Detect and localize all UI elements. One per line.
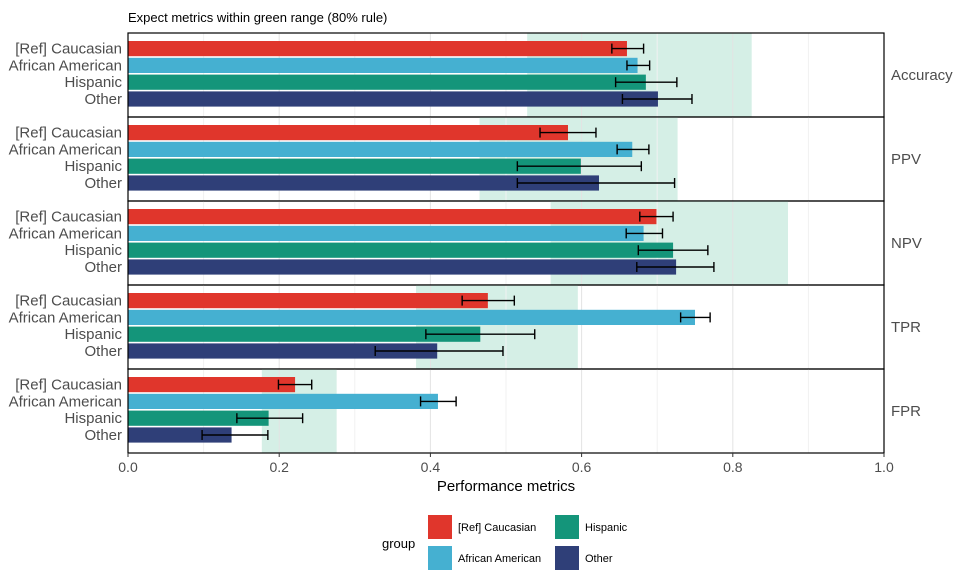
legend-swatch-african-american xyxy=(428,546,452,570)
category-label: African American xyxy=(9,309,122,326)
panel-label: PPV xyxy=(891,151,921,168)
error-bar-hispanic xyxy=(637,245,709,256)
bar-hispanic xyxy=(128,410,269,426)
bar-hispanic xyxy=(128,74,646,90)
x-tick-label: 0.6 xyxy=(572,459,592,475)
bar-hispanic xyxy=(128,158,581,174)
panel-border xyxy=(127,368,885,454)
bar-african-american xyxy=(128,393,438,409)
error-bar-hispanic xyxy=(516,161,643,172)
x-tick-label: 0.4 xyxy=(421,459,441,475)
category-label: [Ref] Caucasian xyxy=(15,41,122,58)
bar-african-american xyxy=(128,309,695,325)
bar-hispanic xyxy=(128,326,481,342)
error-bar-hispanic xyxy=(614,77,678,88)
category-label: Other xyxy=(84,427,122,444)
category-label: African American xyxy=(9,393,122,410)
category-label: African American xyxy=(9,141,122,158)
error-bar-african-american xyxy=(626,60,651,71)
error-bar-african-american xyxy=(616,144,650,155)
error-bar-ref-caucasian xyxy=(461,295,516,306)
category-label: Hispanic xyxy=(64,158,122,175)
error-bar-hispanic xyxy=(425,329,536,340)
x-tick-label: 0.8 xyxy=(723,459,743,475)
x-tick-label: 1.0 xyxy=(874,459,894,475)
category-label: African American xyxy=(9,225,122,242)
category-label: [Ref] Caucasian xyxy=(15,377,122,394)
bar-ref-caucasian xyxy=(128,209,657,225)
category-label: [Ref] Caucasian xyxy=(15,209,122,226)
category-label: Other xyxy=(84,343,122,360)
bar-other xyxy=(128,427,232,443)
error-bar-other xyxy=(374,346,504,356)
legend-label-other: Other xyxy=(585,553,613,565)
error-bar-ref-caucasian xyxy=(639,211,674,222)
category-label: Hispanic xyxy=(64,410,122,427)
bar-other xyxy=(128,91,658,107)
error-bar-ref-caucasian xyxy=(611,43,645,54)
category-label: Hispanic xyxy=(64,326,122,343)
bar-other xyxy=(128,343,438,359)
category-label: Other xyxy=(84,259,122,276)
legend-label-african-american: African American xyxy=(458,553,541,565)
bar-ref-caucasian xyxy=(128,125,568,141)
bar-ref-caucasian xyxy=(128,41,627,57)
panel-label: Accuracy xyxy=(891,67,953,84)
legend-swatch-hispanic xyxy=(555,515,579,539)
category-label: Hispanic xyxy=(64,242,122,259)
x-axis-title: Performance metrics xyxy=(437,478,575,495)
category-label: [Ref] Caucasian xyxy=(15,125,122,142)
error-bar-african-american xyxy=(625,228,664,239)
category-label: Other xyxy=(84,91,122,108)
error-bar-other xyxy=(636,262,715,272)
error-bar-african-american xyxy=(679,312,711,323)
x-tick-label: 0.0 xyxy=(118,459,138,475)
bar-other xyxy=(128,259,677,275)
bar-ref-caucasian xyxy=(128,377,296,393)
bar-other xyxy=(128,175,599,191)
legend-title: group xyxy=(382,536,415,551)
category-label: African American xyxy=(9,57,122,74)
error-bar-other xyxy=(201,430,269,440)
legend: group [Ref] Caucasian African American His… xyxy=(382,515,628,570)
x-axis: 0.0 0.2 0.4 0.6 0.8 1.0 xyxy=(118,453,894,475)
error-bar-other xyxy=(516,178,676,188)
panel-label: FPR xyxy=(891,403,921,420)
error-bar-african-american xyxy=(419,396,457,407)
panel-label: NPV xyxy=(891,235,922,252)
category-label: [Ref] Caucasian xyxy=(15,293,122,310)
category-label: Other xyxy=(84,175,122,192)
category-label: Hispanic xyxy=(64,74,122,91)
error-bar-ref-caucasian xyxy=(277,379,313,390)
legend-swatch-other xyxy=(555,546,579,570)
error-bar-ref-caucasian xyxy=(539,127,597,138)
bar-ref-caucasian xyxy=(128,293,488,309)
bar-hispanic xyxy=(128,242,674,258)
legend-swatch-ref-caucasian xyxy=(428,515,452,539)
legend-label-ref-caucasian: [Ref] Caucasian xyxy=(458,522,536,534)
chart-subtitle: Expect metrics within green range (80% r… xyxy=(128,10,387,25)
bar-african-american xyxy=(128,225,644,241)
legend-label-hispanic: Hispanic xyxy=(585,522,628,534)
bar-african-american xyxy=(128,141,633,157)
x-tick-label: 0.2 xyxy=(269,459,289,475)
error-bar-other xyxy=(621,94,693,104)
panel-label: TPR xyxy=(891,319,921,336)
error-bar-hispanic xyxy=(236,413,304,424)
bar-african-american xyxy=(128,57,638,73)
